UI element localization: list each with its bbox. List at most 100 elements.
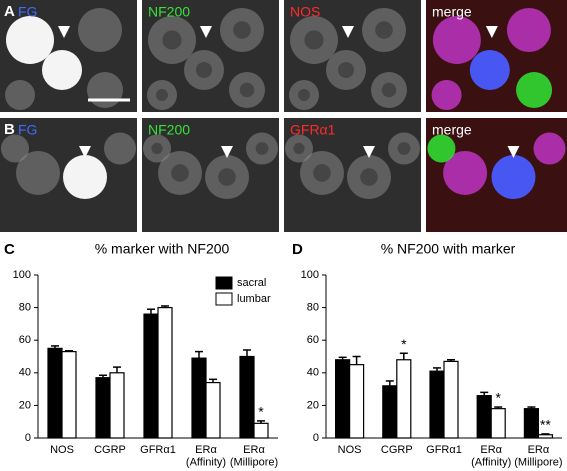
channel-label: FG: [18, 122, 37, 138]
bar: [143, 313, 159, 439]
nucleus: [381, 82, 397, 98]
cell: [516, 72, 553, 108]
nucleus: [171, 164, 189, 182]
x-tick-label: CGRP: [381, 444, 413, 456]
cell: [63, 155, 107, 200]
bar: [335, 359, 351, 439]
nucleus: [304, 30, 324, 50]
arrowhead: [58, 26, 70, 38]
x-tick-label: ERα (Affinity): [471, 444, 511, 469]
nucleus: [151, 142, 163, 155]
bar: [157, 307, 173, 439]
nucleus: [255, 142, 269, 155]
y-tick-label: 20: [307, 399, 319, 411]
arrowhead: [507, 146, 520, 158]
arrowhead: [200, 26, 212, 38]
bar: [253, 422, 269, 439]
nucleus: [239, 82, 255, 98]
nucleus: [298, 89, 310, 101]
channel-label: merge: [432, 122, 472, 138]
x-tick-label: CGRP: [94, 444, 126, 456]
bar: [205, 381, 221, 439]
y-tick-label: 0: [25, 432, 31, 444]
cell: [506, 8, 551, 52]
nucleus: [196, 62, 212, 78]
y-tick-label: 60: [19, 334, 31, 346]
x-tick-label: NOS: [50, 444, 74, 456]
channel-label: NOS: [290, 4, 320, 20]
y-tick-label: 60: [307, 334, 319, 346]
cell: [432, 16, 481, 64]
channel-label: NF200: [148, 122, 190, 138]
nucleus: [397, 142, 411, 155]
legend-label: lumbar: [237, 293, 271, 305]
panel-label: B: [4, 121, 15, 138]
bar: [95, 377, 111, 439]
x-tick-label: GFRα1: [140, 444, 176, 456]
bar: [239, 355, 255, 439]
y-tick-label: 0: [313, 432, 319, 444]
cell: [431, 80, 462, 110]
bar: [191, 357, 207, 439]
x-tick-label: ERα (Millipore): [514, 444, 562, 469]
arrowhead: [485, 26, 498, 38]
cell: [427, 134, 456, 163]
bar: [61, 351, 77, 439]
cell: [533, 132, 566, 165]
arrowhead: [221, 146, 233, 158]
bar: [47, 347, 63, 439]
bar: [523, 408, 540, 439]
bar: [490, 408, 506, 439]
nucleus: [233, 21, 251, 39]
significance: **: [540, 417, 551, 433]
y-tick-label: 100: [301, 269, 319, 281]
nucleus: [293, 142, 305, 155]
panel-label: A: [4, 3, 15, 20]
channel-label: FG: [18, 4, 37, 20]
bar: [476, 395, 492, 439]
bar: [382, 385, 398, 439]
nucleus: [162, 30, 182, 50]
channel-label: NF200: [148, 4, 190, 20]
bar: [429, 370, 445, 439]
channel-label: merge: [432, 4, 472, 20]
nucleus: [375, 21, 393, 39]
cell: [87, 72, 123, 108]
significance: *: [495, 390, 501, 406]
y-tick-label: 40: [307, 367, 319, 379]
chart-title: % marker with NF200: [95, 241, 230, 257]
cell: [5, 80, 35, 110]
nucleus: [360, 168, 378, 186]
cell: [16, 150, 60, 195]
nucleus: [338, 62, 354, 78]
y-tick-label: 20: [19, 399, 31, 411]
cell: [42, 50, 82, 90]
panel-label: D: [292, 241, 303, 258]
legend-swatch: [215, 276, 233, 290]
cell: [469, 50, 510, 90]
channel-label: GFRα1: [290, 122, 336, 138]
significance: *: [401, 336, 407, 352]
x-tick-label: GFRα1: [426, 444, 462, 456]
y-tick-label: 40: [19, 367, 31, 379]
x-tick-label: NOS: [338, 444, 362, 456]
cell: [104, 132, 136, 165]
bar: [396, 359, 412, 439]
significance: *: [258, 404, 264, 420]
cell: [443, 150, 488, 195]
legend-label: sacral: [237, 277, 266, 289]
nucleus: [218, 168, 236, 186]
bar: [443, 360, 459, 439]
y-tick-label: 100: [13, 269, 31, 281]
bar: [109, 372, 125, 439]
bar: [537, 434, 554, 439]
arrowhead: [79, 146, 91, 158]
y-tick-label: 80: [19, 302, 31, 314]
cell: [1, 134, 29, 163]
x-tick-label: ERα (Affinity): [186, 444, 226, 469]
x-tick-label: ERα (Millipore): [230, 444, 278, 469]
panel-label: C: [4, 241, 15, 258]
nucleus: [156, 89, 168, 101]
cell: [491, 155, 536, 200]
